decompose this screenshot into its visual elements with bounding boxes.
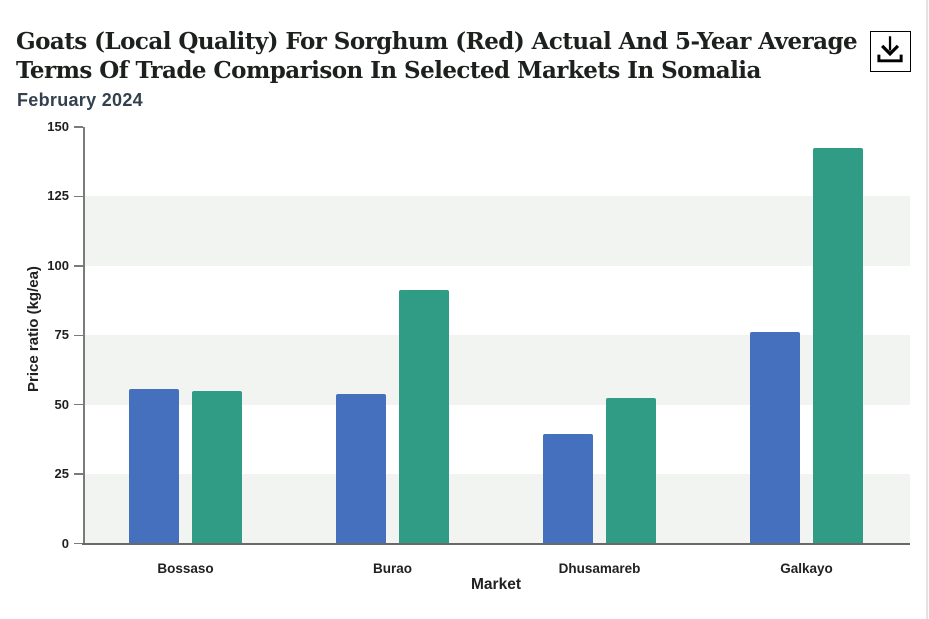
y-tick-label-150: 150: [47, 119, 69, 134]
y-axis-line: [83, 126, 85, 544]
x-tick-label-galkayo: Galkayo: [780, 561, 833, 576]
y-tick-mark-75: [74, 334, 83, 336]
grid-band-100-125: [84, 196, 910, 266]
chart-title: Goats (Local Quality) For Sorghum (Red) …: [16, 27, 866, 85]
chart-subtitle: February 2024: [17, 90, 143, 110]
bar-burao-actual[interactable]: [336, 393, 386, 543]
y-tick-mark-100: [74, 265, 83, 267]
y-tick-label-75: 75: [54, 327, 69, 343]
y-tick-mark-25: [74, 473, 83, 475]
bar-galkayo-actual[interactable]: [750, 332, 800, 543]
y-tick-mark-0: [74, 542, 83, 545]
x-axis-title: Market: [471, 576, 521, 593]
y-tick-label-25: 25: [54, 466, 69, 482]
y-tick-label-100: 100: [47, 257, 69, 273]
scrollbar-track[interactable]: [926, 0, 928, 619]
chart-title-line-1: Goats (Local Quality) For Sorghum (Red) …: [16, 28, 858, 55]
bar-galkayo-5-year-average[interactable]: [813, 147, 863, 543]
x-axis-line: [81, 542, 910, 545]
download-icon: [877, 36, 903, 63]
y-tick-mark-150: [74, 126, 83, 128]
bar-bossaso-actual[interactable]: [129, 388, 179, 543]
x-tick-label-burao: Burao: [372, 561, 412, 576]
y-tick-label-50: 50: [54, 396, 69, 412]
x-tick-label-dhusamareb: Dhusamareb: [558, 561, 641, 576]
download-button[interactable]: [870, 31, 911, 72]
y-tick-mark-125: [74, 195, 83, 198]
bar-dhusamareb-actual[interactable]: [543, 433, 593, 543]
bar-burao-5-year-average[interactable]: [399, 289, 449, 543]
bar-dhusamareb-5-year-average[interactable]: [606, 397, 656, 543]
y-tick-mark-50: [74, 403, 83, 406]
y-tick-label-125: 125: [47, 188, 69, 204]
y-tick-label-0: 0: [61, 535, 69, 551]
chart-title-line-2: Terms Of Trade Comparison In Selected Ma…: [16, 57, 761, 84]
x-tick-label-bossaso: Bossaso: [157, 561, 214, 576]
bar-bossaso-5-year-average[interactable]: [192, 390, 242, 543]
